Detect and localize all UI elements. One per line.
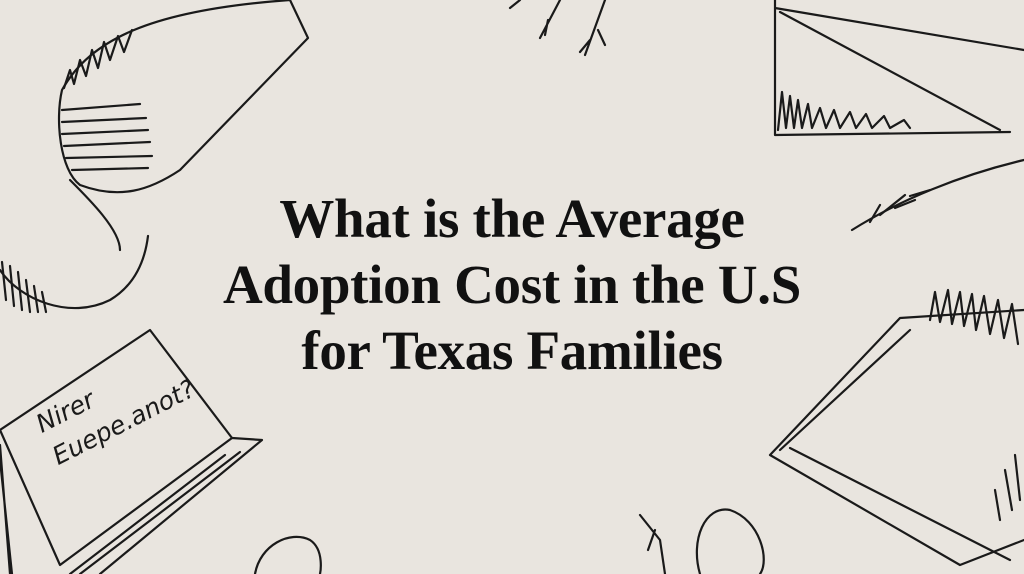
top-twigs-sketch — [508, 0, 607, 57]
page-title: What is the Average Adoption Cost in the… — [0, 186, 1024, 384]
title-line-1: What is the Average — [279, 188, 745, 249]
top-left-paper-sketch — [57, 0, 310, 252]
bottom-left-notebook-sketch — [0, 328, 264, 574]
title-line-3: for Texas Families — [301, 320, 723, 381]
top-right-paper-sketch — [773, 0, 1024, 137]
left-arc-sketch — [0, 234, 150, 314]
bottom-scribbles-sketch — [253, 508, 765, 574]
right-branch-sketch — [850, 158, 1024, 232]
bottom-right-book-sketch — [768, 288, 1024, 567]
title-line-2: Adoption Cost in the U.S — [222, 254, 802, 315]
